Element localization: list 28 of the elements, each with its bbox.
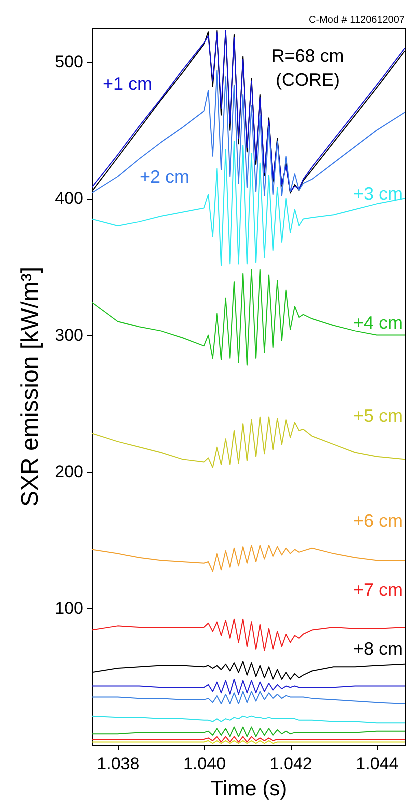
line-series — [92, 691, 405, 705]
line-series — [92, 140, 405, 266]
x-tick-label: 1.038 — [97, 754, 140, 774]
series-label: +3 cm — [353, 184, 403, 204]
line-series — [92, 726, 405, 738]
line-series — [92, 269, 405, 366]
y-tick-label: 100 — [55, 598, 84, 618]
text: C-Mod # 1120612007 — [309, 15, 406, 26]
y-tick-label: 500 — [55, 52, 84, 72]
series-label: +5 cm — [353, 406, 403, 426]
y-tick-label: 300 — [55, 326, 84, 345]
line-series — [92, 716, 405, 724]
x-tick-label: 1.040 — [183, 754, 226, 774]
y-tick-label: 400 — [55, 189, 84, 208]
series-label: R=68 cm (CORE) — [272, 46, 344, 90]
series-label: +1 cm — [103, 74, 153, 94]
line-series — [92, 545, 405, 572]
x-tick-label: 1.044 — [356, 754, 399, 774]
y-axis-title: SXR emission [kW/m³] — [17, 266, 44, 508]
x-tick-label: 1.042 — [270, 754, 312, 774]
line-series — [92, 678, 405, 695]
series-label: +2 cm — [140, 167, 190, 187]
series-label: +7 cm — [353, 580, 403, 600]
y-tick-label: 200 — [55, 462, 84, 482]
series-label: +6 cm — [353, 511, 403, 531]
series-label: +4 cm — [353, 313, 403, 333]
x-axis-title: Time (s) — [210, 778, 288, 800]
series-label: +8 cm — [353, 639, 403, 659]
